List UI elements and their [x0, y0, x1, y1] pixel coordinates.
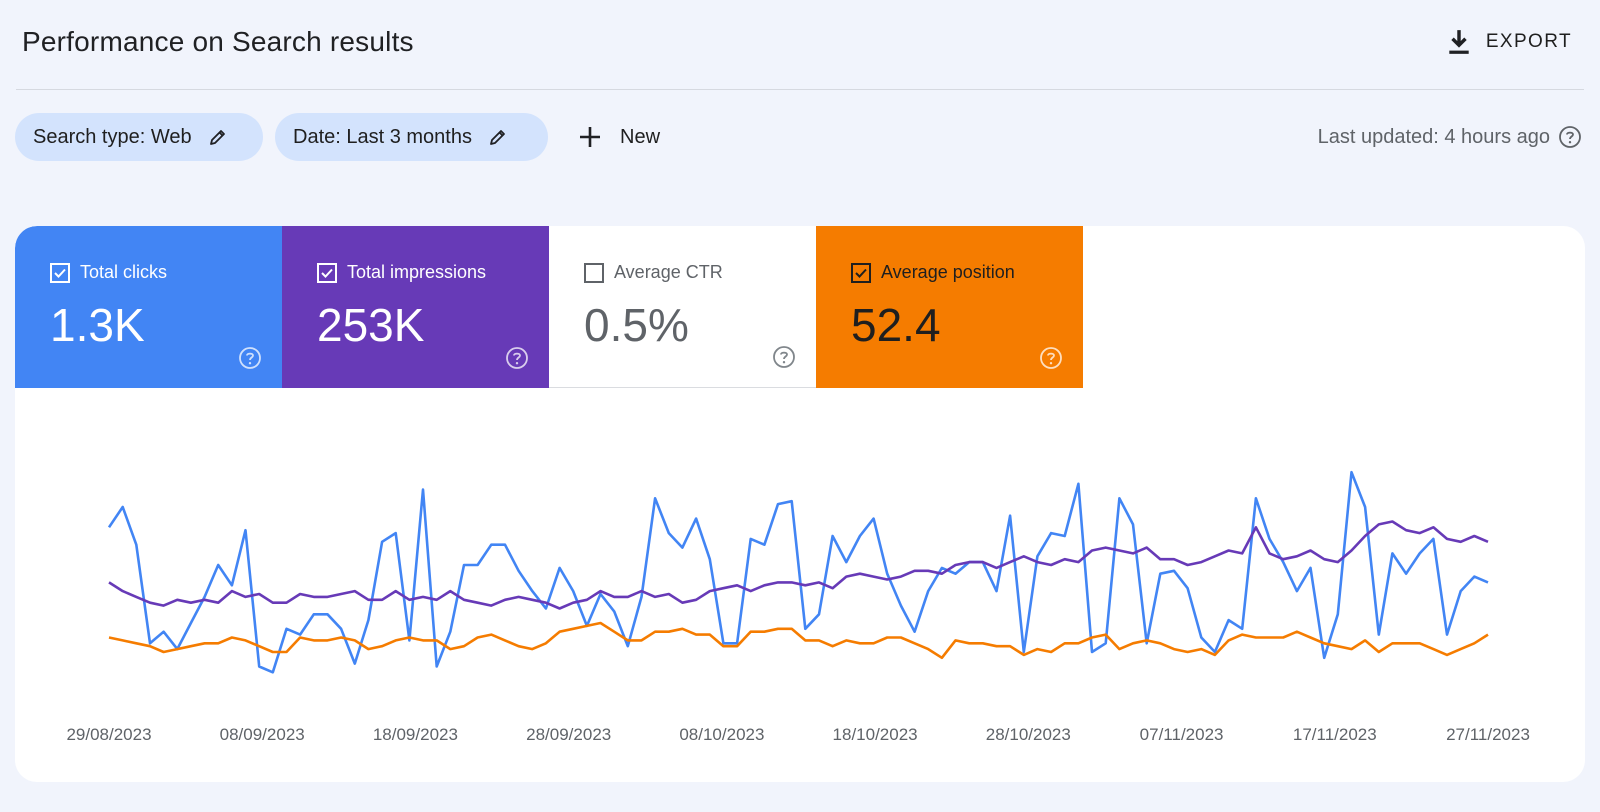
- new-filter-label: New: [620, 125, 661, 148]
- performance-card: Total clicks 1.3K Total impressions 253K…: [15, 226, 1585, 782]
- page-title: Performance on Search results: [22, 26, 414, 57]
- new-filter-button[interactable]: New: [578, 113, 660, 161]
- metric-label: Average position: [881, 262, 1015, 282]
- metric-value: 1.3K: [50, 299, 145, 351]
- metric-label: Total clicks: [80, 262, 168, 282]
- metric-label: Average CTR: [614, 262, 723, 282]
- export-button[interactable]: EXPORT: [1440, 22, 1578, 62]
- metric-value: 253K: [317, 299, 425, 351]
- help-circle-icon[interactable]: [238, 346, 262, 370]
- pencil-icon: [490, 130, 505, 145]
- date-range-chip[interactable]: Date: Last 3 months: [275, 113, 548, 161]
- last-updated: Last updated: 4 hours ago: [1318, 113, 1582, 161]
- metric-average-position[interactable]: Average position 52.4: [816, 226, 1083, 388]
- checkbox-checked-icon[interactable]: [851, 263, 871, 283]
- help-circle-icon[interactable]: [772, 345, 796, 369]
- pencil-icon: [209, 130, 225, 145]
- checkbox-checked-icon[interactable]: [50, 263, 70, 283]
- checkbox-unchecked-icon[interactable]: [584, 263, 604, 283]
- date-range-label: Date: Last 3 months: [293, 125, 472, 148]
- metric-label: Total impressions: [347, 262, 487, 282]
- help-circle-icon[interactable]: [1039, 346, 1063, 370]
- filter-bar: Search type: Web Date: Last 3 months New…: [0, 113, 1600, 163]
- metric-total-clicks[interactable]: Total clicks 1.3K: [15, 226, 282, 388]
- checkbox-checked-icon[interactable]: [317, 263, 337, 283]
- export-label: EXPORT: [1485, 31, 1572, 52]
- download-icon: [1449, 30, 1469, 54]
- metric-value: 0.5%: [584, 299, 689, 351]
- header-divider: [16, 89, 1584, 90]
- help-circle-icon[interactable]: [505, 346, 529, 370]
- last-updated-text: Last updated: 4 hours ago: [1317, 125, 1550, 148]
- metric-total-impressions[interactable]: Total impressions 253K: [282, 226, 549, 388]
- plus-icon: [580, 127, 600, 147]
- metric-average-ctr[interactable]: Average CTR 0.5%: [549, 226, 816, 388]
- search-type-chip[interactable]: Search type: Web: [15, 113, 263, 161]
- help-circle-icon[interactable]: [1558, 125, 1582, 149]
- header: Performance on Search results EXPORT: [0, 0, 1600, 90]
- search-type-label: Search type: Web: [33, 125, 192, 148]
- metric-value: 52.4: [851, 299, 941, 351]
